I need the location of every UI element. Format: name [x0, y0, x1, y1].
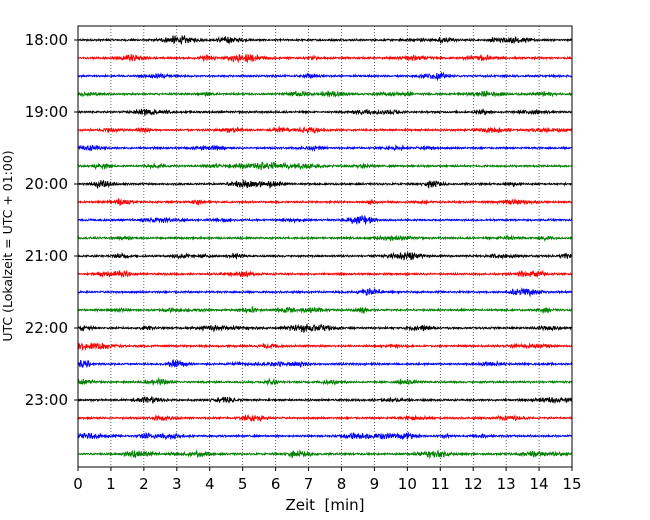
y-tick-label-23:00: 23:00 [25, 391, 68, 409]
trace-1945 [77, 161, 573, 171]
y-tick-label-18:00: 18:00 [25, 31, 68, 49]
trace-2030 [77, 215, 573, 225]
x-tick-label-6: 6 [271, 475, 281, 493]
y-tick-label-20:00: 20:00 [25, 175, 68, 193]
trace-2130 [77, 287, 573, 298]
y-axis-label: UTC (Lokalzeit = UTC + 01:00) [0, 150, 15, 341]
trace-2115 [77, 269, 573, 278]
x-axis-label: Zeit [min] [285, 496, 364, 514]
x-tick-label-10: 10 [398, 475, 417, 493]
x-tick-label-14: 14 [530, 475, 549, 493]
trace-1915 [77, 125, 573, 135]
trace-1900 [77, 108, 573, 116]
trace-2015 [77, 197, 573, 207]
trace-2000 [77, 179, 573, 190]
x-tick-label-2: 2 [139, 475, 149, 493]
x-tick-label-15: 15 [562, 475, 581, 493]
x-tick-label-3: 3 [172, 475, 182, 493]
trace-1845 [77, 90, 573, 99]
trace-2345 [77, 449, 573, 459]
y-tick-label-19:00: 19:00 [25, 103, 68, 121]
trace-2045 [77, 234, 573, 243]
seismic-traces [77, 34, 573, 459]
trace-1800 [77, 34, 573, 46]
trace-2245 [77, 376, 573, 387]
x-tick-label-11: 11 [431, 475, 450, 493]
trace-2330 [77, 431, 573, 441]
x-tick-label-1: 1 [106, 475, 116, 493]
trace-2230 [77, 359, 573, 369]
x-tick-label-13: 13 [497, 475, 516, 493]
trace-2300 [77, 395, 573, 405]
trace-1830 [77, 71, 573, 82]
y-tick-label-21:00: 21:00 [25, 247, 68, 265]
trace-2215 [77, 342, 573, 352]
plot-frame [77, 25, 573, 468]
x-tick-label-0: 0 [73, 475, 83, 493]
y-axis-ticks: 18:00 19:00 20:00 21:00 22:00 23:00 [25, 31, 78, 409]
y-tick-label-22:00: 22:00 [25, 319, 68, 337]
x-tick-label-12: 12 [464, 475, 483, 493]
x-tick-label-8: 8 [337, 475, 347, 493]
trace-2315 [77, 414, 573, 423]
trace-2100 [77, 251, 573, 261]
trace-1930 [77, 144, 573, 153]
x-tick-label-9: 9 [370, 475, 380, 493]
trace-1815 [77, 53, 573, 64]
x-tick-label-5: 5 [238, 475, 248, 493]
x-axis-ticks: 0 1 2 3 4 5 6 7 8 9 10 11 12 13 14 15 [73, 467, 582, 493]
x-tick-label-4: 4 [205, 475, 215, 493]
trace-2145 [77, 306, 573, 314]
x-tick-label-7: 7 [304, 475, 314, 493]
trace-2200 [77, 323, 573, 334]
